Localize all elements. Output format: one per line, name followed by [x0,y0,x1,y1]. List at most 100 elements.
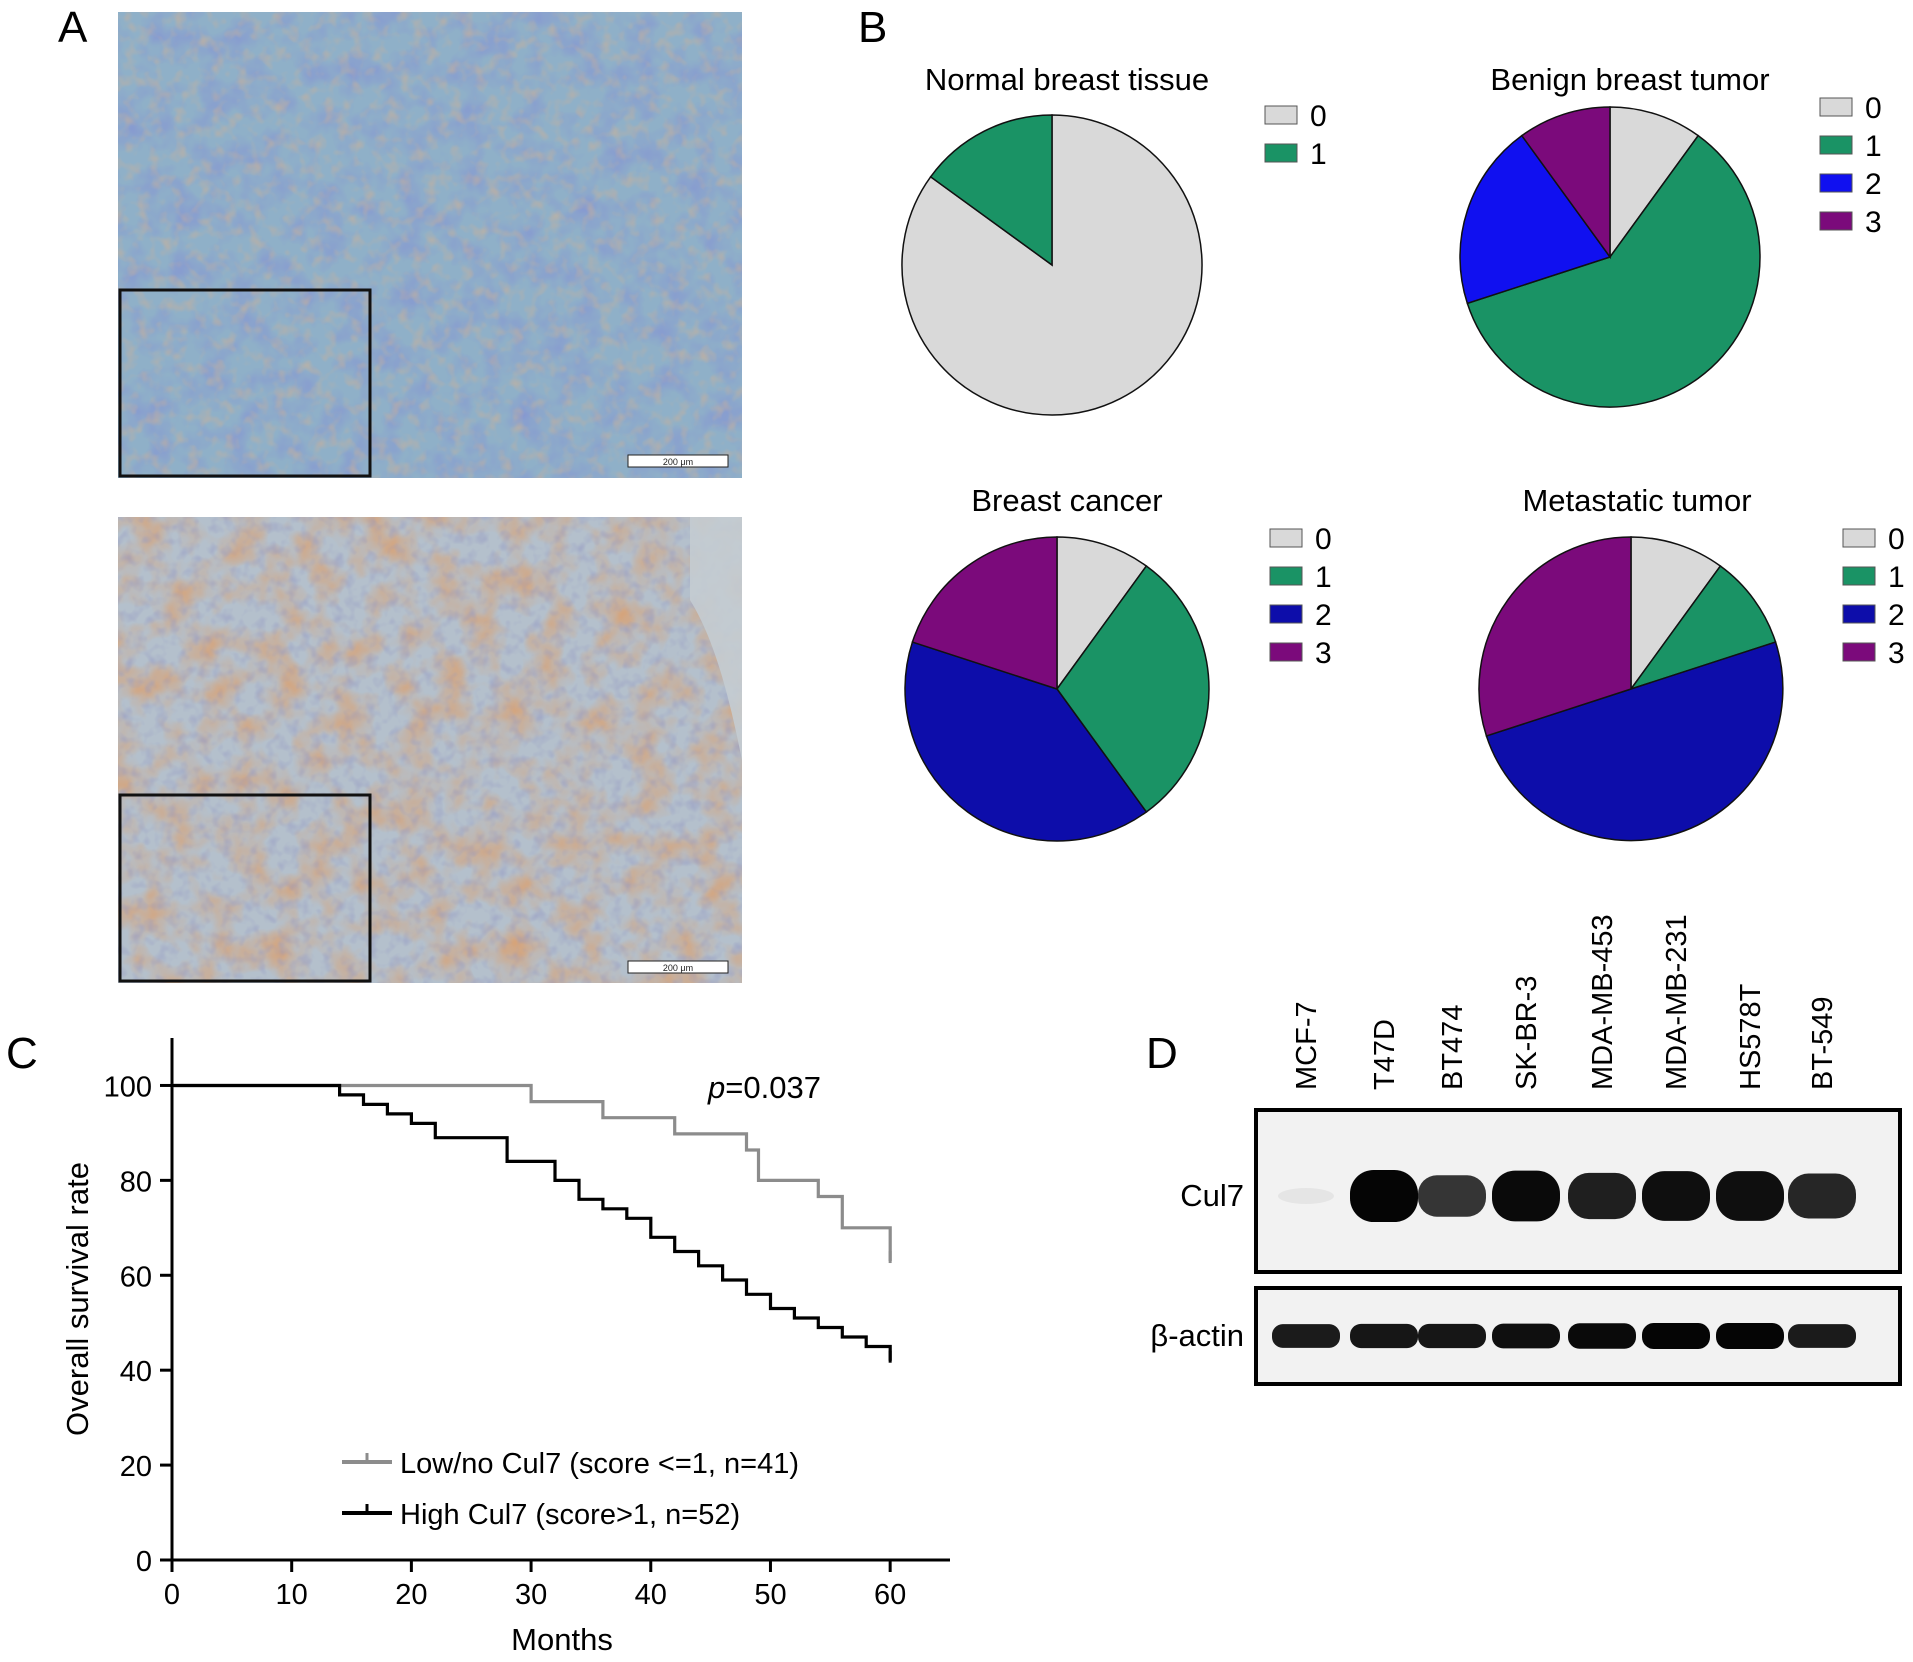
legend-swatch [1269,566,1303,586]
blot-band [1272,1324,1340,1348]
lane-label: SK-BR-3 [1511,976,1543,1090]
legend-label: 2 [1865,168,1882,201]
pie-slice [1466,134,1761,408]
blot-band [1642,1323,1710,1349]
legend-swatch [1264,143,1298,163]
scale-bar [627,454,729,468]
x-tick-label: 40 [635,1579,667,1611]
y-tick-label: 40 [120,1356,152,1388]
legend-swatch [1842,642,1876,662]
legend-swatch [1819,173,1853,193]
pie-slice [1459,134,1612,305]
pie-slice [1478,536,1632,737]
histology-image-bottom: 200 μm [118,517,742,983]
survival-curve [172,1083,892,1261]
blot-band [1492,1323,1560,1349]
y-tick-label: 80 [120,1166,152,1198]
pie-slice [1609,106,1700,260]
legend-label: 2 [1315,599,1332,632]
legend-swatch [1842,528,1876,548]
y-tick-label: 0 [136,1546,152,1578]
legend-swatch [1264,105,1298,125]
blot-row-label: β-actin [1150,1318,1244,1353]
blot-band [1642,1171,1710,1221]
blot-band [1568,1172,1636,1220]
lane-label: MCF-7 [1291,1001,1323,1090]
blot-band [1418,1323,1486,1349]
legend-label: 0 [1888,523,1905,556]
legend-label: 1 [1888,561,1905,594]
pie-slice [911,536,1058,691]
x-tick-label: 50 [754,1579,786,1611]
pie-slice [1629,564,1777,691]
lane-label: HS578T [1735,983,1767,1090]
pie-slice [929,114,1053,267]
lane-label: BT474 [1437,1005,1469,1090]
blot-row-label: Cul7 [1180,1178,1244,1213]
x-tick-label: 60 [874,1579,906,1611]
lane-label: MDA-MB-453 [1587,914,1619,1090]
legend-label: Low/no Cul7 (score <=1, n=41) [400,1448,799,1480]
pie-chart: Breast cancer 0 1 2 3 [904,483,1332,842]
pie-chart: Normal breast tissue 0 1 [901,62,1327,416]
legend-swatch [1269,604,1303,624]
survival-chart: 0 10 20 30 40 50 60 0 20 40 60 80 100 Months Overall s… [60,1038,950,1657]
lane-label: MDA-MB-231 [1661,914,1693,1090]
legend-label: 3 [1888,637,1905,670]
panel-label-a: A [58,3,88,52]
pie-slice [1056,564,1210,814]
y-axis-label: Overall survival rate [60,1162,95,1436]
y-tick-label: 20 [120,1451,152,1483]
legend-label: 1 [1315,561,1332,594]
legend-label: 0 [1310,100,1327,133]
pie-chart: Metastatic tumor 0 1 2 3 [1478,483,1905,842]
legend-swatch [1842,604,1876,624]
inset-frame [118,793,372,983]
legend-label: 3 [1315,637,1332,670]
pie-slice [904,641,1148,842]
blot-band [1716,1171,1784,1221]
pie-title: Metastatic tumor [1522,483,1751,518]
pie-slice [1520,106,1611,260]
blot-band [1350,1323,1418,1349]
legend-label: 1 [1310,138,1327,171]
y-tick-label: 60 [120,1261,152,1293]
blot-band [1278,1188,1334,1204]
blot-band [1492,1170,1560,1222]
x-tick-label: 30 [515,1579,547,1611]
scale-bar [627,960,729,974]
lane-label: T47D [1369,1019,1401,1090]
pie-slice [1630,536,1722,692]
x-axis-label: Months [511,1622,613,1657]
pie-title: Benign breast tumor [1490,62,1769,97]
legend-label: High Cul7 (score>1, n=52) [400,1499,740,1531]
lane-label: BT-549 [1807,997,1839,1091]
legend-label: 2 [1888,599,1905,632]
panel-label-c: C [6,1029,38,1078]
blot-band [1418,1175,1486,1217]
legend-label: 0 [1315,523,1332,556]
pie-slice [1485,641,1784,842]
x-tick-label: 10 [276,1579,308,1611]
p-value-annotation: p=0.037 [707,1070,821,1105]
panel-label-b: B [858,3,887,52]
y-tick-label: 100 [104,1071,152,1103]
legend-label: 0 [1865,92,1882,125]
legend-swatch [1819,211,1853,231]
scale-bar-label: 200 μm [663,963,693,973]
panel-label-d: D [1146,1029,1178,1078]
legend-swatch [1819,97,1853,117]
pie-slice [1056,536,1148,692]
legend-swatch [1269,642,1303,662]
legend-label: 3 [1865,206,1882,239]
survival-curve [172,1083,892,1361]
blot-band [1350,1170,1418,1222]
scale-bar-label: 200 μm [663,457,693,467]
x-tick-label: 0 [164,1579,180,1611]
x-tick-label: 20 [395,1579,427,1611]
pie-title: Breast cancer [971,483,1162,518]
legend-swatch [1269,528,1303,548]
legend-swatch [1842,566,1876,586]
